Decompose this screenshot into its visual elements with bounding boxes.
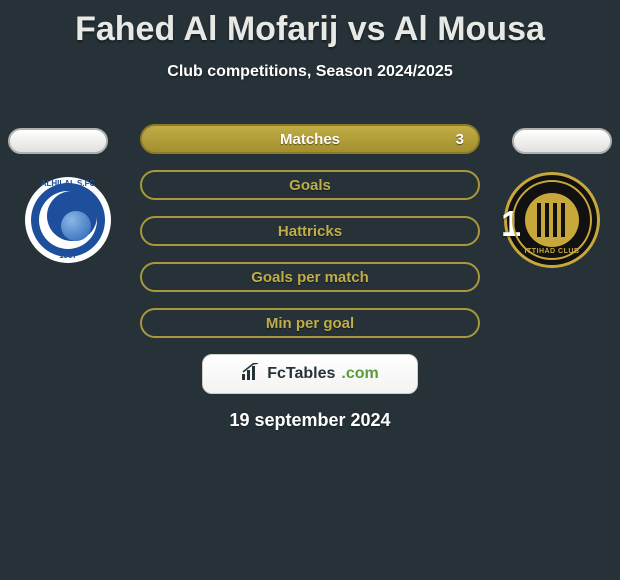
badge-text-bottom: 1957	[25, 251, 111, 260]
snapshot-date: 19 september 2024	[0, 410, 620, 431]
stat-value-right: 3	[456, 131, 464, 148]
page-title: Fahed Al Mofarij vs Al Mousa	[0, 0, 620, 49]
stat-bar-goals: Goals	[140, 170, 480, 200]
al-ittihad-badge-icon: 1 ITTIHAD CLUB	[504, 172, 600, 268]
brand-suffix: .com	[341, 365, 378, 383]
stat-label: Matches	[142, 131, 478, 148]
stat-bar-min-per-goal: Min per goal	[140, 308, 480, 338]
badge-label: ITTIHAD CLUB	[507, 248, 597, 255]
stat-bar-matches: Matches 3	[140, 124, 480, 154]
stat-label: Min per goal	[142, 315, 478, 332]
stat-label: Goals	[142, 177, 478, 194]
stat-bar-hattricks: Hattricks	[140, 216, 480, 246]
brand-name: FcTables	[267, 365, 335, 383]
right-team-logo: 1 ITTIHAD CLUB	[502, 170, 602, 270]
left-team-logo: ALHILAL S.FC 1957	[18, 170, 118, 270]
stat-label: Goals per match	[142, 269, 478, 286]
stat-label: Hattricks	[142, 223, 478, 240]
branding-box: FcTables .com	[202, 354, 418, 394]
subtitle: Club competitions, Season 2024/2025	[0, 63, 620, 81]
stat-bar-goals-per-match: Goals per match	[140, 262, 480, 292]
al-hilal-badge-icon: ALHILAL S.FC 1957	[25, 177, 111, 263]
stat-bars: Matches 3 Goals Hattricks Goals per matc…	[140, 110, 480, 338]
right-name-pill	[512, 128, 612, 154]
left-name-pill	[8, 128, 108, 154]
comparison-content: ALHILAL S.FC 1957 1 ITTIHAD CLUB Matches…	[0, 110, 620, 431]
chart-icon	[241, 363, 261, 386]
